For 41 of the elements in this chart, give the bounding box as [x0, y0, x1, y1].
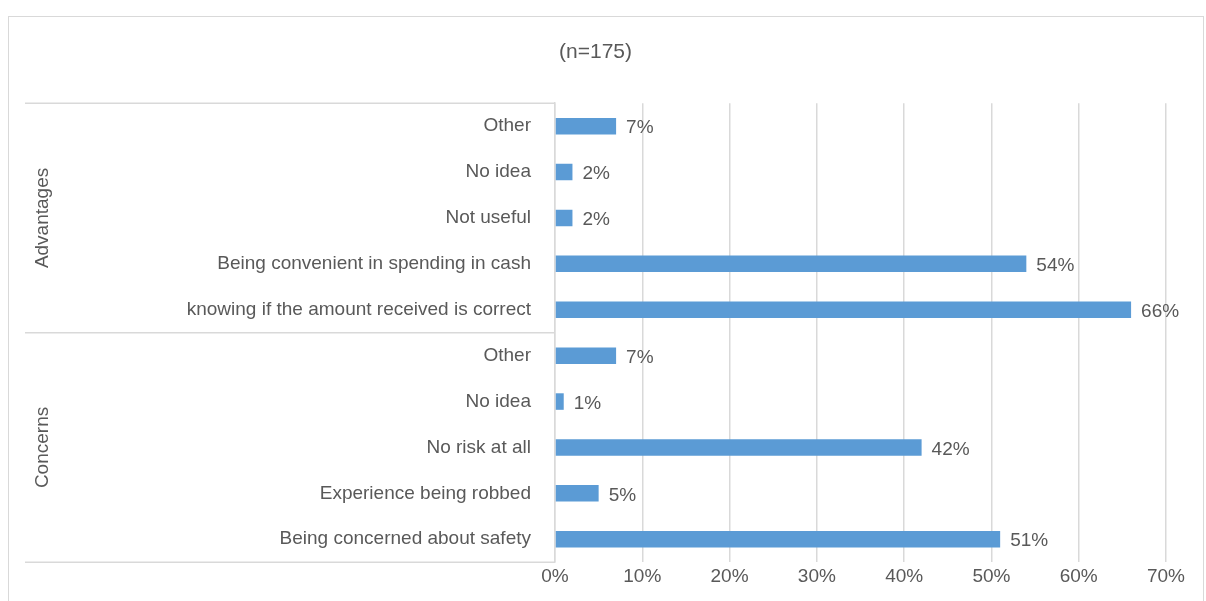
- y-tick-label: Other: [483, 114, 532, 136]
- data-label: 2%: [582, 208, 611, 230]
- y-tick-label: knowing if the amount received is correct: [186, 297, 532, 319]
- x-tick-label: 50%: [972, 564, 1011, 586]
- x-tick-label: 60%: [1059, 564, 1098, 586]
- bar: [555, 209, 573, 227]
- bar: [555, 301, 1132, 319]
- x-tick-label: 0%: [541, 564, 569, 586]
- bar: [555, 347, 617, 364]
- x-tick-label: 30%: [797, 564, 836, 586]
- text: Concerns: [31, 406, 53, 489]
- data-label: 54%: [1036, 254, 1075, 276]
- y-tick-label: Not useful: [445, 206, 531, 228]
- data-label: 2%: [582, 162, 611, 184]
- data-label: 66%: [1141, 299, 1180, 321]
- bar: [555, 439, 922, 456]
- data-label: 51%: [1010, 529, 1049, 551]
- bar: [555, 255, 1027, 273]
- x-tick-label: 10%: [623, 564, 662, 586]
- y-tick-label: Other: [483, 343, 532, 365]
- y-tick-label: Being convenient in spending in cash: [217, 252, 531, 274]
- bar: [555, 163, 573, 181]
- data-label: 7%: [626, 345, 654, 367]
- bar: [555, 485, 599, 502]
- y-tick-label: No idea: [465, 389, 532, 411]
- y-tick-label: Experience being robbed: [319, 481, 531, 503]
- x-tick-label: 40%: [885, 564, 924, 586]
- data-label: 5%: [608, 483, 637, 505]
- data-label: 42%: [931, 437, 970, 459]
- x-tick-label: 20%: [710, 564, 749, 586]
- data-label: 7%: [626, 116, 654, 138]
- data-label: 1%: [573, 391, 602, 413]
- y-tick-label: No idea: [465, 160, 532, 182]
- chart-title: (n=175): [559, 39, 632, 63]
- x-tick-label: 70%: [1146, 564, 1186, 586]
- y-tick-label: Being concerned about safety: [279, 527, 532, 549]
- y-tick-label: No risk at all: [426, 435, 531, 457]
- bar: [555, 393, 564, 410]
- text: Advantages: [31, 167, 53, 269]
- bar: [555, 117, 617, 135]
- bar: [555, 530, 1001, 548]
